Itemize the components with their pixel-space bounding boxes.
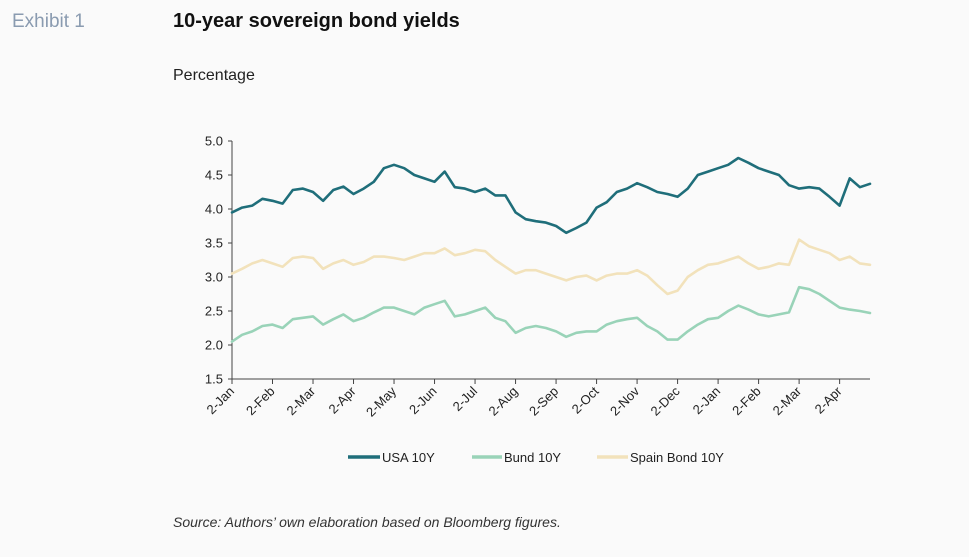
y-tick-label: 4.0 [205,202,223,217]
source-note: Source: Authors’ own elaboration based o… [173,514,561,530]
x-tick-label: 2-Feb [243,384,278,419]
chart-title: 10-year sovereign bond yields [173,10,460,32]
series-group [230,156,872,343]
x-tick-label: 2-Oct [569,383,602,416]
series-line-0 [230,156,872,235]
x-tick-label: 2-Jan [690,384,724,418]
legend-label-1: Bund 10Y [504,450,561,465]
x-tick-label: 2-Jun [406,384,440,418]
chart-subtitle: Percentage [173,67,255,84]
series-line-1 [230,285,872,343]
x-tick-label: 2-Nov [607,383,642,418]
x-tick-label: 2-Mar [284,383,319,418]
x-tick-label: 2-Apr [812,383,846,417]
legend-label-0: USA 10Y [382,450,435,465]
y-tick-label: 2.5 [205,304,223,319]
y-tick-label: 2.0 [205,338,223,353]
x-tick-label: 2-Feb [729,384,764,419]
y-tick-label: 3.0 [205,270,223,285]
y-tick-label: 1.5 [205,372,223,387]
x-axis: 2-Jan 2-Feb 2-Mar 2-Apr 2-May 2-Jun 2-Jul 2-Aug… [204,378,870,420]
y-tick-label: 5.0 [205,134,223,149]
legend-label-2: Spain Bond 10Y [630,450,724,465]
y-tick-label: 4.5 [205,168,223,183]
x-tick-label: 2-Jan [204,384,238,418]
exhibit-label: Exhibit 1 [12,11,85,32]
x-tick-label: 2-Jul [450,383,481,414]
x-tick-label: 2-May [363,383,399,419]
x-tick-label: 2-Sep [526,384,561,419]
series-line-2 [230,238,872,296]
x-tick-label: 2-Apr [326,383,360,417]
legend: USA 10Y Bund 10Y Spain Bond 10Y [348,450,724,465]
x-tick-label: 2-Mar [770,383,805,418]
x-tick-label: 2-Dec [648,383,683,418]
y-axis: 5.0 4.5 4.0 3.5 3.0 2.5 2.0 1.5 [205,134,233,387]
x-tick-label: 2-Aug [486,384,521,419]
y-tick-label: 3.5 [205,236,223,251]
